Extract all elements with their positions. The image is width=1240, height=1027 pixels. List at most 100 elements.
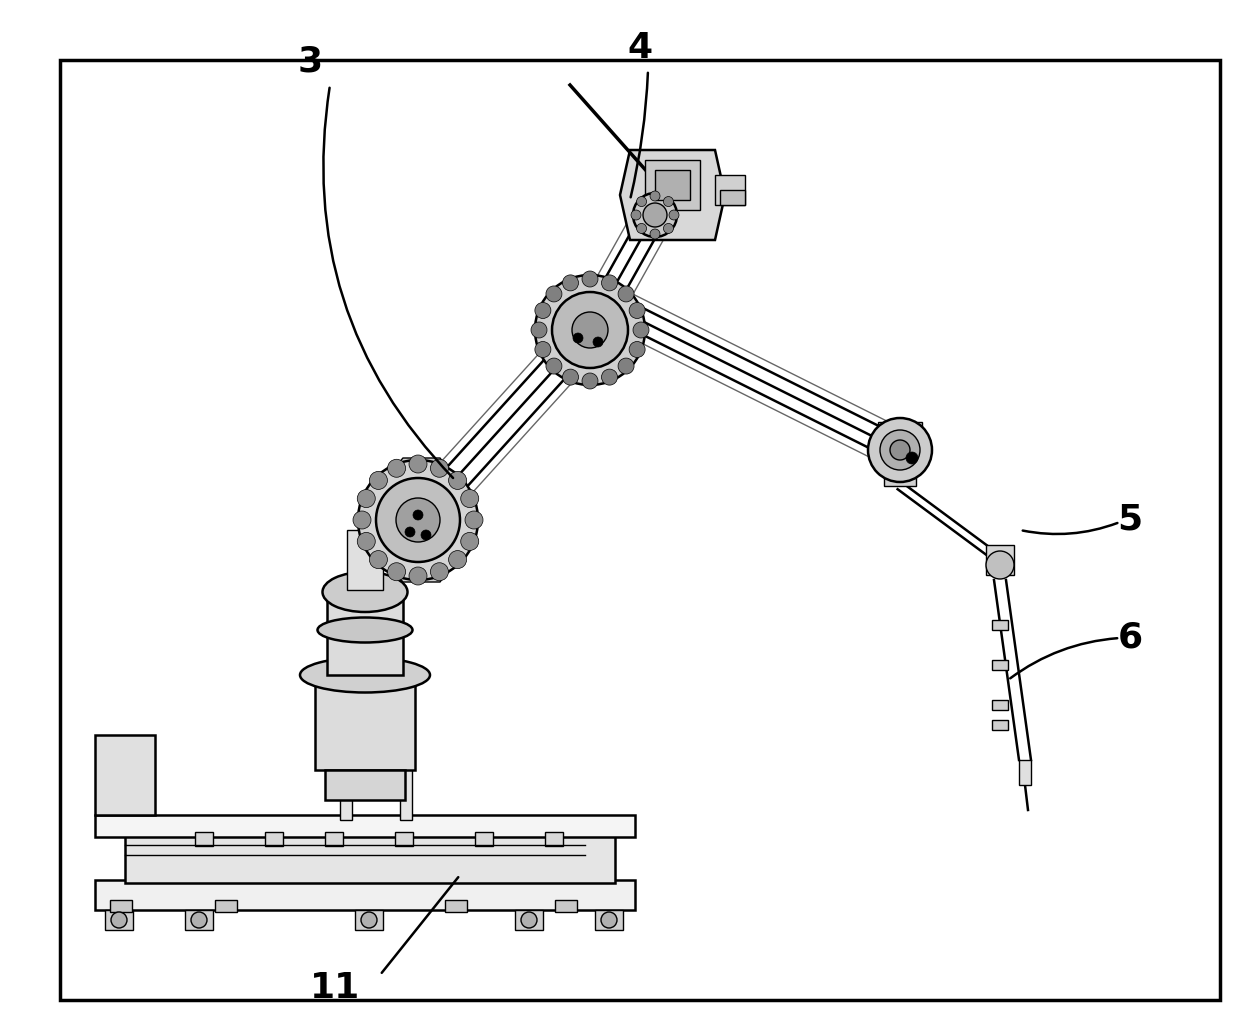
Circle shape xyxy=(663,224,673,233)
Bar xyxy=(325,770,405,800)
Circle shape xyxy=(461,532,479,550)
Bar xyxy=(645,160,701,210)
Circle shape xyxy=(465,511,484,529)
Circle shape xyxy=(449,471,466,490)
Bar xyxy=(340,690,352,820)
Bar xyxy=(315,670,415,770)
Circle shape xyxy=(582,271,598,287)
Circle shape xyxy=(430,563,449,580)
Circle shape xyxy=(353,511,371,529)
Circle shape xyxy=(388,459,405,478)
Bar xyxy=(992,620,1008,630)
Bar xyxy=(1019,760,1030,785)
Bar xyxy=(992,700,1008,710)
Circle shape xyxy=(361,912,377,928)
Circle shape xyxy=(906,452,918,464)
Bar xyxy=(445,900,467,912)
Circle shape xyxy=(521,912,537,928)
Bar xyxy=(720,190,745,205)
Bar xyxy=(95,880,635,910)
Bar xyxy=(95,815,635,837)
Bar xyxy=(195,832,213,846)
Circle shape xyxy=(601,912,618,928)
Circle shape xyxy=(650,191,660,201)
Bar xyxy=(515,910,543,930)
Bar xyxy=(655,170,689,200)
Circle shape xyxy=(388,563,405,580)
Circle shape xyxy=(632,322,649,338)
Circle shape xyxy=(890,440,910,460)
Circle shape xyxy=(409,455,427,473)
Circle shape xyxy=(396,498,440,542)
Text: 4: 4 xyxy=(627,31,652,65)
Bar xyxy=(185,910,213,930)
Bar xyxy=(325,832,343,846)
Text: 3: 3 xyxy=(298,45,322,79)
Circle shape xyxy=(563,369,579,385)
Circle shape xyxy=(636,196,646,206)
Circle shape xyxy=(409,567,427,585)
Bar xyxy=(327,589,403,675)
Bar xyxy=(715,175,745,205)
Text: 11: 11 xyxy=(310,971,360,1005)
Bar xyxy=(401,690,412,820)
Circle shape xyxy=(534,275,645,385)
Bar xyxy=(265,832,283,846)
Circle shape xyxy=(644,203,667,227)
Circle shape xyxy=(413,510,423,520)
Circle shape xyxy=(601,275,618,291)
Circle shape xyxy=(430,459,449,478)
Circle shape xyxy=(461,490,479,507)
Circle shape xyxy=(582,373,598,389)
Bar xyxy=(110,900,131,912)
Circle shape xyxy=(357,490,376,507)
Ellipse shape xyxy=(317,617,413,643)
Bar xyxy=(215,900,237,912)
Circle shape xyxy=(405,527,415,537)
Circle shape xyxy=(376,478,460,562)
Circle shape xyxy=(531,322,547,338)
Polygon shape xyxy=(620,150,725,240)
Circle shape xyxy=(358,460,477,580)
Circle shape xyxy=(422,530,432,540)
Bar xyxy=(396,832,413,846)
Circle shape xyxy=(357,532,376,550)
Bar xyxy=(986,545,1014,575)
Bar xyxy=(347,530,383,589)
Bar xyxy=(878,422,923,446)
Circle shape xyxy=(534,303,551,318)
Circle shape xyxy=(370,471,387,490)
Text: 5: 5 xyxy=(1117,503,1142,537)
Circle shape xyxy=(573,333,583,343)
Ellipse shape xyxy=(300,657,430,692)
Bar xyxy=(475,832,494,846)
Bar xyxy=(355,910,383,930)
Circle shape xyxy=(670,210,680,220)
Bar xyxy=(95,735,155,815)
Circle shape xyxy=(629,342,645,357)
Bar xyxy=(884,468,916,486)
Circle shape xyxy=(632,193,677,237)
Circle shape xyxy=(650,229,660,239)
Circle shape xyxy=(449,550,466,569)
Bar xyxy=(105,910,133,930)
Circle shape xyxy=(636,224,646,233)
Circle shape xyxy=(191,912,207,928)
Circle shape xyxy=(546,286,562,302)
Circle shape xyxy=(618,286,634,302)
Bar xyxy=(992,660,1008,670)
Circle shape xyxy=(534,342,551,357)
Circle shape xyxy=(868,418,932,482)
Circle shape xyxy=(593,337,603,347)
Circle shape xyxy=(601,369,618,385)
Circle shape xyxy=(618,358,634,374)
Circle shape xyxy=(546,358,562,374)
Circle shape xyxy=(572,312,608,348)
Circle shape xyxy=(629,303,645,318)
Circle shape xyxy=(563,275,579,291)
Bar xyxy=(992,720,1008,730)
Circle shape xyxy=(552,292,627,368)
Bar xyxy=(556,900,577,912)
Circle shape xyxy=(112,912,126,928)
Ellipse shape xyxy=(322,572,408,612)
